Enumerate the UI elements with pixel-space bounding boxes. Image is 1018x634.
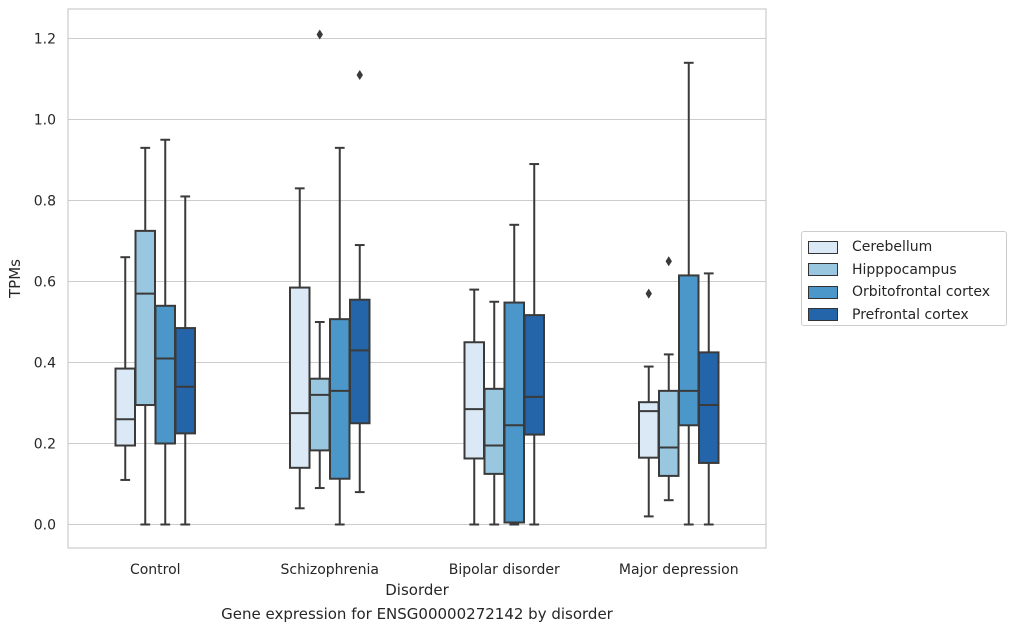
legend-swatch bbox=[808, 285, 838, 299]
box-iqr bbox=[678, 274, 700, 427]
x-tick-label: Control bbox=[130, 562, 181, 578]
box-cerebellum bbox=[114, 256, 136, 481]
box-iqr bbox=[658, 389, 680, 477]
plot-frame bbox=[67, 8, 767, 549]
legend-label: Cerebellum bbox=[852, 239, 933, 256]
legend-item: Prefrontal cortex bbox=[808, 304, 1000, 327]
box-hipppocampus bbox=[658, 256, 680, 502]
y-tick-label: 1.0 bbox=[34, 113, 56, 129]
outlier-point bbox=[645, 288, 652, 299]
box-iqr bbox=[483, 387, 505, 475]
box-hipppocampus bbox=[134, 146, 156, 526]
box-iqr bbox=[523, 314, 545, 436]
plot-marks bbox=[114, 29, 720, 526]
box-iqr bbox=[114, 367, 136, 447]
box-cerebellum bbox=[638, 288, 660, 518]
box-orbitofrontal-cortex bbox=[329, 146, 351, 526]
y-tick-label: 0.8 bbox=[34, 194, 56, 210]
legend-item: Hipppocampus bbox=[808, 259, 1000, 282]
outlier-point bbox=[665, 256, 672, 267]
legend-item: Cerebellum bbox=[808, 236, 1000, 259]
box-iqr bbox=[154, 304, 176, 445]
box-iqr bbox=[174, 327, 196, 435]
box-orbitofrontal-cortex bbox=[503, 223, 525, 526]
legend: Cerebellum Hipppocampus Orbitofrontal co… bbox=[801, 231, 1007, 326]
box-prefrontal-cortex bbox=[174, 195, 196, 526]
box-iqr bbox=[289, 286, 311, 469]
box-prefrontal-cortex bbox=[349, 69, 371, 494]
box-cerebellum bbox=[289, 187, 311, 510]
box-iqr bbox=[349, 298, 371, 425]
legend-swatch bbox=[808, 308, 838, 322]
outlier-point bbox=[356, 69, 363, 80]
box-iqr bbox=[698, 351, 720, 464]
x-axis-ticks: Control Schizophrenia Bipolar disorder Majo… bbox=[130, 562, 739, 578]
legend-label: Orbitofrontal cortex bbox=[852, 284, 990, 301]
y-axis-ticks: 0.0 0.2 0.4 0.6 0.8 1.0 1.2 bbox=[34, 32, 56, 534]
box-prefrontal-cortex bbox=[698, 272, 720, 526]
legend-label: Prefrontal cortex bbox=[852, 306, 969, 323]
y-axis-title: TPMs bbox=[6, 259, 24, 299]
y-tick-label: 0.6 bbox=[34, 275, 56, 291]
y-tick-label: 0.2 bbox=[34, 437, 56, 453]
x-axis-title: Disorder bbox=[385, 581, 449, 599]
x-tick-label: Bipolar disorder bbox=[449, 562, 560, 578]
y-tick-label: 1.2 bbox=[34, 32, 56, 48]
box-cerebellum bbox=[463, 288, 485, 526]
x-tick-label: Schizophrenia bbox=[281, 562, 379, 578]
legend-swatch bbox=[808, 240, 838, 254]
box-orbitofrontal-cortex bbox=[678, 61, 700, 526]
box-prefrontal-cortex bbox=[523, 163, 545, 526]
outlier-point bbox=[316, 29, 323, 40]
box-hipppocampus bbox=[483, 300, 505, 526]
box-iqr bbox=[309, 377, 331, 452]
legend-item: Orbitofrontal cortex bbox=[808, 281, 1000, 304]
chart-caption: Gene expression for ENSG00000272142 by d… bbox=[221, 605, 613, 623]
y-tick-label: 0.0 bbox=[34, 518, 56, 534]
box-iqr bbox=[463, 341, 485, 460]
legend-swatch bbox=[808, 263, 838, 277]
box-orbitofrontal-cortex bbox=[154, 138, 176, 526]
legend-label: Hipppocampus bbox=[852, 261, 957, 278]
box-iqr bbox=[503, 301, 525, 524]
y-tick-label: 0.4 bbox=[34, 356, 56, 372]
box-iqr bbox=[329, 318, 351, 480]
box-hipppocampus bbox=[309, 29, 331, 490]
box-iqr bbox=[134, 229, 156, 407]
x-tick-label: Major depression bbox=[619, 562, 739, 578]
